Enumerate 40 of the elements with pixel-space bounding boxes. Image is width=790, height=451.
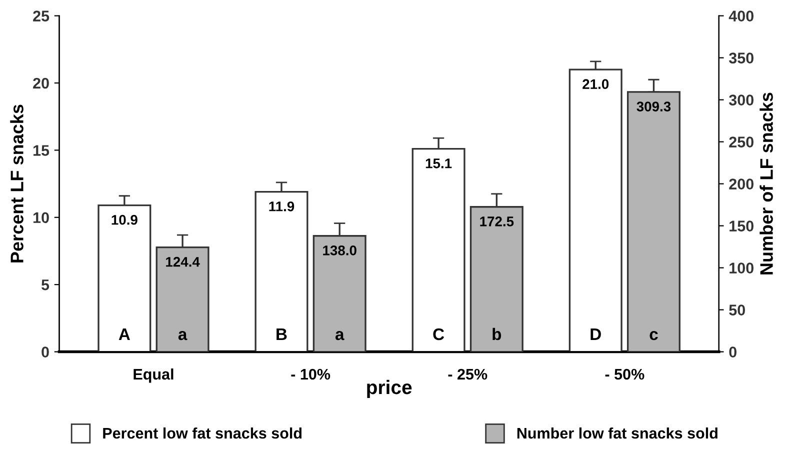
y2-tick-label: 200 bbox=[729, 178, 754, 190]
x-tick-label: Equal bbox=[134, 368, 174, 383]
data-label: 138.0 bbox=[323, 246, 356, 256]
x-tick-label: - 10% bbox=[291, 368, 330, 380]
y2-tick-label: 350 bbox=[728, 52, 754, 64]
data-label: 172.5 bbox=[480, 216, 514, 226]
y2-tick-label: 250 bbox=[729, 136, 754, 148]
y2-tick-label: 300 bbox=[728, 94, 754, 106]
annotation: B bbox=[276, 328, 287, 340]
y-tick-label: 25 bbox=[33, 10, 50, 22]
y-tick-label: 5 bbox=[42, 280, 50, 290]
data-label: 124.4 bbox=[166, 256, 200, 267]
y-axis-title: Percent LF snacks bbox=[10, 104, 24, 262]
annotation: D bbox=[590, 328, 601, 340]
data-label: 10.9 bbox=[112, 214, 138, 225]
annotation: A bbox=[118, 328, 130, 340]
data-label: 11.9 bbox=[269, 201, 294, 212]
annotation: a bbox=[178, 331, 188, 340]
legend-label: Number low fat snacks sold bbox=[517, 427, 718, 439]
annotation: C bbox=[433, 328, 444, 340]
y2-tick-label: 0 bbox=[729, 346, 736, 358]
y2-tick-label: 400 bbox=[728, 10, 754, 22]
data-label: 21.0 bbox=[582, 79, 609, 90]
data-label: 15.1 bbox=[426, 158, 452, 168]
y2-tick-label: 100 bbox=[730, 262, 754, 274]
y2-axis-title: Number of LF snacks bbox=[760, 92, 773, 274]
y-tick-label: 20 bbox=[33, 78, 49, 89]
y-tick-label: 0 bbox=[42, 346, 49, 358]
legend-label: Percent low fat snacks sold bbox=[103, 427, 302, 439]
y-tick-label: 15 bbox=[34, 145, 50, 156]
y2-tick-label: 50 bbox=[729, 304, 745, 316]
x-tick-label: - 50% bbox=[605, 368, 644, 380]
data-label: 309.3 bbox=[636, 102, 671, 112]
x-axis-title: price bbox=[367, 380, 412, 398]
y-tick-label: 10 bbox=[34, 212, 49, 224]
annotation: b bbox=[492, 328, 502, 340]
annotation: a bbox=[335, 331, 344, 340]
y2-tick-label: 150 bbox=[730, 220, 754, 232]
annotation: c bbox=[650, 331, 658, 340]
x-tick-label: - 25% bbox=[448, 368, 488, 380]
